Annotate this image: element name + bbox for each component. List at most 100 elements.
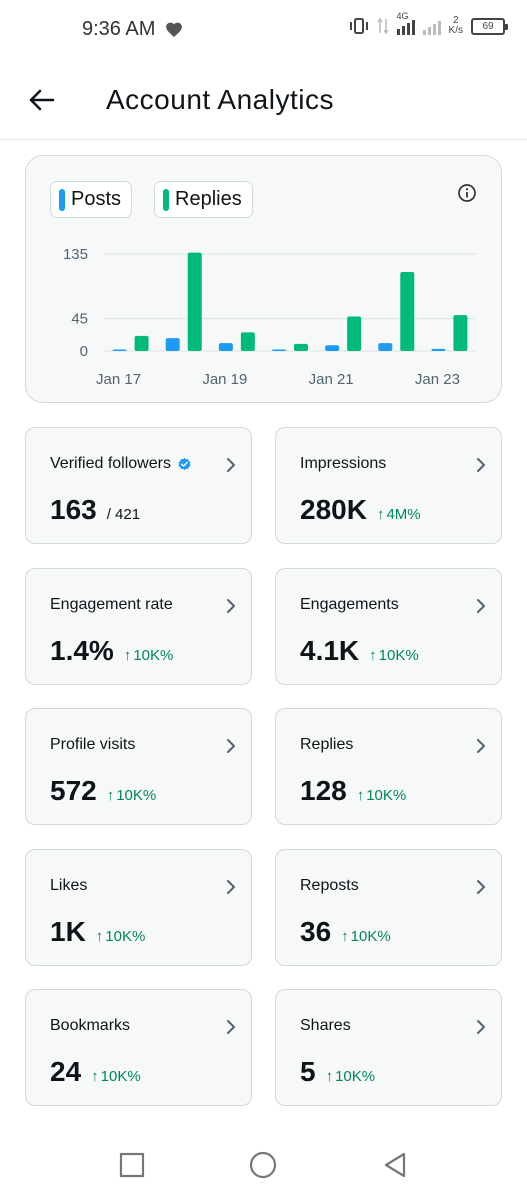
- stat-change-value: 10K%: [378, 647, 419, 664]
- stat-value-row: 572 ↑ 10K%: [50, 775, 156, 807]
- bar-replies-jan-17[interactable]: [134, 335, 149, 351]
- bar-posts-jan-19[interactable]: [218, 343, 233, 351]
- bar-replies-jan-23[interactable]: [453, 315, 468, 351]
- up-arrow-icon: ↑: [325, 1068, 334, 1085]
- stat-card-replies[interactable]: Replies 128 ↑ 10K%: [275, 708, 502, 825]
- stat-change: ↑ 10K%: [91, 1068, 141, 1085]
- stat-change: ↑ 10K%: [107, 787, 157, 804]
- circle-icon[interactable]: [248, 1150, 278, 1180]
- bar-chart: 0 45 135 Jan 17 Jan 19 Jan 21 Jan 23: [63, 246, 476, 388]
- bar-replies-jan-18[interactable]: [187, 252, 202, 351]
- stat-change: ↑ 10K%: [124, 647, 174, 664]
- stat-value-row: 280K ↑ 4M%: [300, 494, 421, 526]
- bar-posts-jan-20[interactable]: [272, 349, 286, 352]
- stat-card-reposts[interactable]: Reposts 36 ↑ 10K%: [275, 849, 502, 966]
- stat-change-value: 4M%: [386, 506, 421, 523]
- status-time: 9:36 AM: [82, 18, 156, 40]
- heart-icon: [166, 22, 183, 37]
- square-icon[interactable]: [117, 1150, 147, 1180]
- chevron-right-icon: [227, 599, 235, 613]
- stat-value-row: 4.1K ↑ 10K%: [300, 635, 419, 667]
- y-tick-label: 135: [63, 246, 88, 263]
- bar-replies-jan-22[interactable]: [400, 271, 415, 351]
- stat-card-bookmarks[interactable]: Bookmarks 24 ↑ 10K%: [25, 989, 252, 1106]
- stat-value: 24: [50, 1056, 82, 1087]
- x-tick-label: Jan 17: [96, 371, 141, 388]
- bar-posts-jan-22[interactable]: [378, 343, 393, 351]
- stat-change: ↑ 10K%: [369, 647, 419, 664]
- stat-change-value: 10K%: [100, 1068, 141, 1085]
- bar-posts-jan-21[interactable]: [325, 345, 340, 351]
- network-speed: 2 K/s: [449, 16, 463, 36]
- stat-change-value: 10K%: [105, 928, 146, 945]
- stat-value: 4.1K: [300, 635, 360, 666]
- battery-icon: 69: [471, 17, 508, 35]
- stat-change-value: 10K%: [116, 787, 157, 804]
- x-tick-label: Jan 21: [309, 371, 354, 388]
- up-arrow-icon: ↑: [376, 506, 385, 523]
- bar-replies-jan-19[interactable]: [240, 332, 255, 351]
- y-tick-label: 0: [80, 343, 88, 360]
- stat-label-text: Impressions: [300, 455, 387, 472]
- x-tick-label: Jan 19: [202, 371, 247, 388]
- stat-value-row: 36 ↑ 10K%: [300, 916, 391, 948]
- stat-label: Engagements: [300, 596, 399, 614]
- stat-card-engagement-rate[interactable]: Engagement rate 1.4% ↑ 10K%: [25, 568, 252, 685]
- x-tick-label: Jan 23: [415, 371, 460, 388]
- back-button[interactable]: [22, 80, 62, 120]
- up-arrow-icon: ↑: [356, 787, 365, 804]
- bar-replies-jan-21[interactable]: [347, 316, 362, 351]
- stat-value: 5: [300, 1056, 316, 1087]
- stat-label-text: Bookmarks: [50, 1017, 131, 1034]
- stat-label: Likes: [50, 877, 87, 895]
- stat-change: ↑ 10K%: [341, 928, 391, 945]
- stat-value: 1K: [50, 916, 86, 947]
- speed-unit: K/s: [448, 25, 463, 36]
- bar-replies-jan-20[interactable]: [294, 343, 308, 351]
- bar-posts-jan-17[interactable]: [112, 349, 127, 352]
- stat-card-verified-followers[interactable]: Verified followers 163 / 421: [25, 427, 252, 544]
- up-arrow-icon: ↑: [91, 1068, 99, 1085]
- signal-bars-2-icon: [422, 17, 441, 35]
- y-tick-label: 45: [71, 311, 88, 328]
- triangle-back-icon[interactable]: [380, 1150, 410, 1180]
- stat-change-value: 10K%: [366, 787, 407, 804]
- legend-replies-label: Replies: [175, 188, 242, 210]
- stat-card-shares[interactable]: Shares 5 ↑ 10K%: [275, 989, 502, 1106]
- bar-posts-jan-18[interactable]: [165, 338, 180, 351]
- chevron-right-icon: [477, 880, 485, 894]
- up-arrow-icon: ↑: [341, 928, 349, 945]
- stat-card-likes[interactable]: Likes 1K ↑ 10K%: [25, 849, 252, 966]
- chevron-right-icon: [477, 739, 485, 753]
- stat-value: 1.4%: [50, 635, 114, 666]
- stat-card-engagements[interactable]: Engagements 4.1K ↑ 10K%: [275, 568, 502, 685]
- legend-replies[interactable]: Replies: [154, 181, 253, 218]
- legend-posts-swatch: [59, 188, 65, 211]
- vibrate-icon: [349, 18, 368, 34]
- stat-label-text: Engagements: [300, 596, 399, 613]
- stat-card-profile-visits[interactable]: Profile visits 572 ↑ 10K%: [25, 708, 252, 825]
- stat-value-row: 163 / 421: [50, 494, 140, 526]
- stat-label: Profile visits: [50, 736, 135, 754]
- status-time-group: 9:36 AM: [82, 18, 183, 41]
- stat-change: ↑ 10K%: [326, 1068, 376, 1085]
- stat-label: Engagement rate: [50, 596, 173, 614]
- system-nav-bar: [0, 1130, 527, 1200]
- up-arrow-icon: ↑: [106, 787, 115, 804]
- legend-posts[interactable]: Posts: [50, 181, 133, 218]
- chevron-right-icon: [477, 458, 485, 472]
- arrow-left-icon: [29, 89, 55, 111]
- network-type: 4G: [396, 11, 409, 21]
- stat-value-row: 5 ↑ 10K%: [300, 1056, 375, 1088]
- stat-label: Reposts: [300, 877, 359, 895]
- stat-change: ↑ 10K%: [96, 928, 146, 945]
- bar-posts-jan-23[interactable]: [431, 348, 446, 351]
- signal-bars-icon: [396, 17, 415, 35]
- network-signal: 4G: [396, 11, 415, 35]
- status-bar: 9:36 AM 4G 2 K/s 69: [0, 0, 527, 62]
- info-icon[interactable]: [457, 183, 477, 203]
- status-icons: 4G 2 K/s 69: [349, 11, 508, 36]
- stat-card-impressions[interactable]: Impressions 280K ↑ 4M%: [275, 427, 502, 544]
- stat-change-value: 10K%: [335, 1068, 376, 1085]
- chevron-right-icon: [227, 1020, 235, 1034]
